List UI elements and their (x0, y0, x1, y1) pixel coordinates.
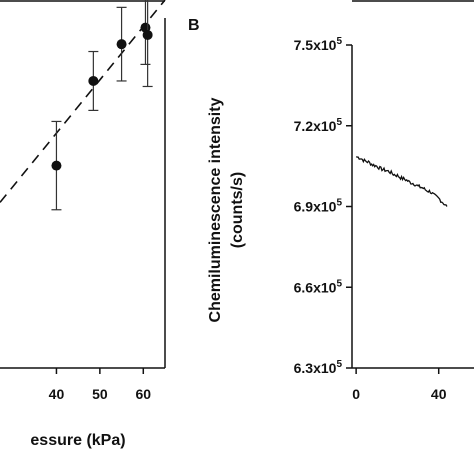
panel-a-point (116, 39, 127, 50)
panel-b-y-tick-label: 6.6x105 (294, 278, 343, 295)
panel-a-point (142, 29, 153, 40)
panel-b-x-ticks: 0 40 (352, 368, 447, 402)
panel-a-x-axis-title: essure (kPa) (30, 432, 125, 449)
panel-b-x-tick-label: 40 (431, 386, 447, 402)
panel-a-points (51, 0, 153, 211)
panel-b-y-ticks: 6.3x105 6.6x105 6.9x105 7.2x105 7.5x105 (294, 36, 352, 376)
panel-a-trendline (0, 0, 166, 203)
panel-b-series-line (355, 156, 448, 207)
panel-b-y-tick-label: 7.5x105 (294, 36, 343, 53)
panel-b: B 6.3x105 6.6x105 6.9x105 7.2x105 7.5x105 0 4… (188, 0, 474, 402)
panel-a-x-tick-label: 40 (49, 386, 65, 402)
panel-b-y-axis-title-line1: Chemiluminescence intensity (207, 97, 224, 322)
panel-b-y-axis-title-line2: (counts/s) (229, 172, 246, 248)
panel-b-y-tick-label: 6.3x105 (294, 359, 343, 376)
panel-a: 40 50 60 essure (kPa) (0, 0, 166, 449)
panel-a-x-tick-label: 60 (136, 386, 152, 402)
panel-b-y-tick-label: 6.9x105 (294, 198, 343, 215)
panel-a-point (51, 160, 62, 171)
panel-b-y-tick-label: 7.2x105 (294, 117, 343, 134)
panel-b-x-tick-label: 0 (352, 386, 360, 402)
panel-a-x-tick-label: 50 (92, 386, 108, 402)
panel-a-x-ticks: 40 50 60 (49, 368, 152, 402)
panel-a-point (88, 75, 99, 86)
panel-b-label: B (188, 17, 200, 34)
